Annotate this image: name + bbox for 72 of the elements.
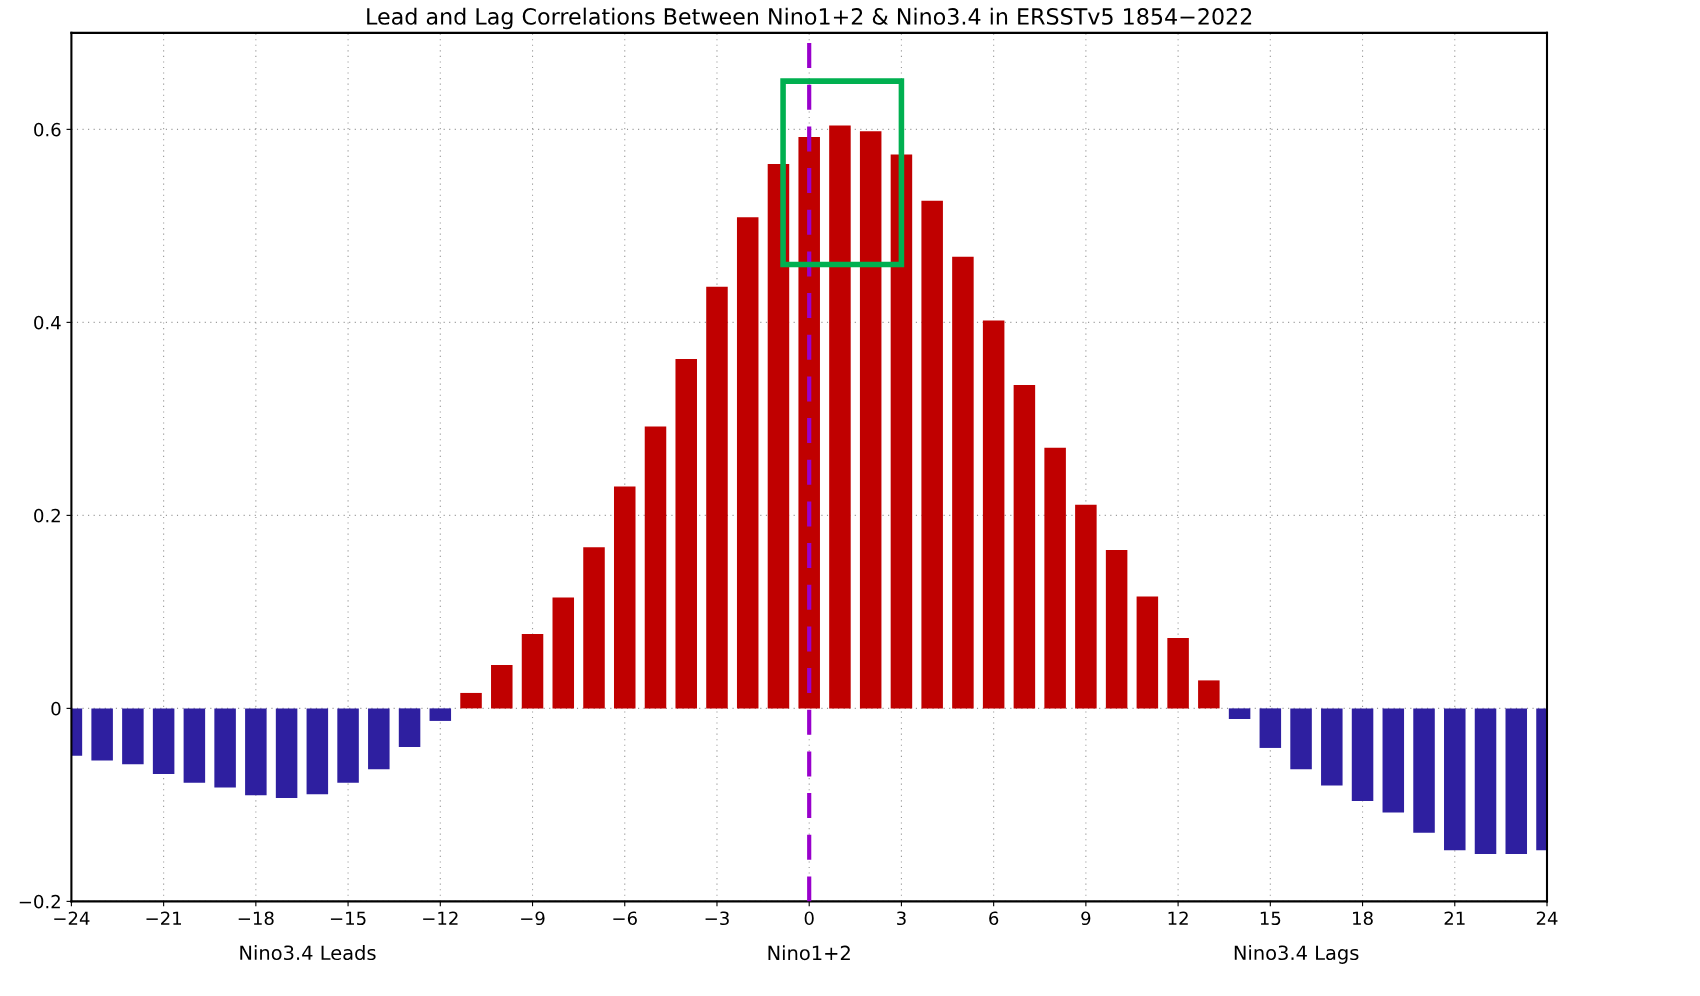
chart-title: Lead and Lag Correlations Between Nino1+2 & Nino3.4 in ERSSTv5 1854−2022 [367,7,1252,30]
bar [245,708,267,796]
bar [1167,637,1189,709]
x-tick-label: −21 [146,911,182,925]
bar [152,708,175,774]
bar [1321,708,1343,786]
bar [1228,708,1251,719]
x-tick-label: −18 [238,911,274,926]
y-tick-label: −0.2 [19,894,60,909]
x-tick-label: −9 [521,911,545,926]
x-tick-label: 6 [989,911,999,926]
x-tick-label: −6 [613,911,637,926]
bar [982,320,1005,709]
bar [1505,708,1528,855]
text: Nino3.4 Leads [240,945,376,961]
x-tick-label: −12 [423,911,458,925]
y-tick-label: 0 [51,701,61,716]
bar [1351,708,1374,802]
bar [552,597,575,709]
bar [398,708,421,747]
x-tick-label: 0 [804,911,814,926]
bar [921,200,943,709]
bar [1413,708,1435,833]
bar [183,708,206,783]
bar [337,708,359,783]
x-tick-label: 24 [1536,911,1558,925]
bar [122,708,144,765]
bar [736,217,759,709]
x-tick-label: −3 [705,911,729,926]
bar [91,708,113,761]
bar [306,708,329,795]
x-tick-label: 18 [1353,911,1373,926]
bar [1444,708,1466,851]
bar [1075,504,1097,709]
bar [460,692,482,709]
bar [1259,708,1282,748]
bar [429,708,452,721]
bar [1044,447,1066,709]
bar [583,547,605,709]
x-tick-label: 21 [1444,911,1465,925]
bar [214,708,236,788]
bar [1136,596,1159,709]
bar [1013,385,1036,709]
bar [1382,708,1405,813]
text: Nino3.4 Lags [1234,945,1359,964]
bar [1474,708,1497,855]
x-tick-label: 12 [1168,911,1188,925]
bar [1105,550,1128,709]
bar [1198,680,1220,709]
bar [368,708,390,770]
bar [706,286,728,709]
x-tick-label: 3 [897,911,906,926]
x-tick-label: 9 [1081,911,1091,926]
bar [1290,708,1312,770]
bar [859,131,882,709]
bar [767,164,790,709]
y-tick-label: 0.2 [34,508,60,523]
bar [275,708,298,799]
y-tick-label: 0.6 [34,122,61,137]
x-axis-title: Nino1+2 [768,945,850,961]
x-tick-label: 15 [1260,911,1281,926]
bar [521,634,544,709]
bar [890,154,913,709]
bar [613,486,636,709]
bar [675,359,697,709]
bar [644,426,667,709]
bar [491,664,513,709]
bar [829,125,851,709]
bar [952,256,974,709]
y-tick-label: 0.4 [34,315,61,330]
x-tick-label: −24 [54,911,90,925]
x-tick-label: −15 [330,911,366,926]
